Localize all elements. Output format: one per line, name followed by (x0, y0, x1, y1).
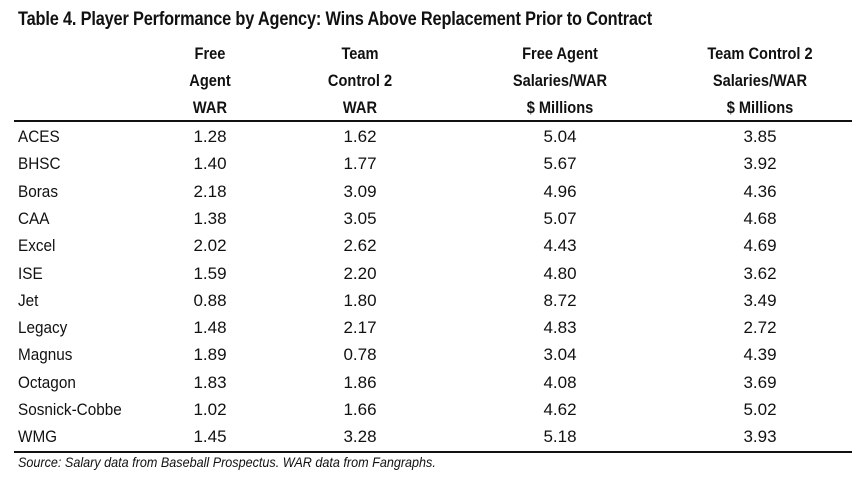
table-row: Boras 2.18 3.09 4.96 4.36 (0, 178, 862, 205)
agency-name: Octagon (18, 372, 76, 392)
value-cell: 3.69 (743, 372, 777, 392)
value-cell: 8.72 (543, 290, 577, 310)
value-cell: 2.62 (343, 236, 377, 256)
value-cell: 4.68 (743, 208, 777, 228)
value-cell: 1.28 (193, 127, 227, 146)
value-cell: 0.88 (193, 290, 227, 310)
value-cell: 2.02 (193, 236, 227, 256)
agency-name: BHSC (18, 154, 61, 174)
agency-name: Legacy (18, 318, 68, 338)
agency-name: CAA (18, 208, 50, 228)
table-row: Jet 0.88 1.80 8.72 3.49 (0, 287, 862, 314)
header-free-agent-war: Free Agent WAR (158, 40, 261, 121)
value-cell: 5.67 (543, 154, 577, 174)
value-cell: 4.80 (543, 263, 577, 283)
value-cell: 3.49 (743, 290, 777, 310)
value-cell: 1.45 (193, 427, 227, 447)
value-cell: 1.80 (343, 290, 377, 310)
header-line: Free (194, 44, 226, 63)
header-team-control-salaries: Team Control 2 Salaries/WAR $ Millions (691, 40, 829, 121)
value-cell: 1.89 (193, 345, 227, 365)
value-cell: 5.18 (543, 427, 577, 447)
header-free-agent-salaries: Free Agent Salaries/WAR $ Millions (491, 40, 629, 121)
value-cell: 3.93 (743, 427, 777, 447)
table-row: Octagon 1.83 1.86 4.08 3.69 (0, 369, 862, 396)
header-rule (14, 120, 852, 122)
value-cell: 5.02 (743, 400, 777, 419)
agency-name: WMG (18, 427, 58, 447)
value-cell: 1.48 (193, 318, 227, 338)
agency-name: ISE (18, 263, 43, 283)
value-cell: 4.43 (543, 236, 577, 256)
header-line: WAR (192, 98, 228, 117)
value-cell: 4.69 (743, 236, 777, 256)
value-cell: 3.04 (543, 345, 577, 365)
header-line: Free Agent (522, 44, 598, 63)
value-cell: 3.05 (343, 208, 377, 228)
agency-name: Boras (18, 181, 58, 201)
header-line: Agent (189, 71, 231, 90)
table-row: Legacy 1.48 2.17 4.83 2.72 (0, 314, 862, 341)
value-cell: 1.02 (193, 400, 227, 419)
value-cell: 1.77 (343, 154, 377, 174)
source-note: Source: Salary data from Baseball Prospe… (18, 454, 436, 470)
agency-name: Magnus (18, 345, 73, 365)
value-cell: 2.20 (343, 263, 377, 283)
value-cell: 2.72 (743, 318, 777, 338)
bottom-rule (14, 451, 852, 453)
table-row: ISE 1.59 2.20 4.80 3.62 (0, 260, 862, 287)
value-cell: 2.18 (193, 181, 227, 201)
agency-name: Sosnick-Cobbe (18, 400, 122, 419)
header-team-control-war: Team Control 2 WAR (308, 40, 411, 121)
value-cell: 4.96 (543, 181, 577, 201)
table-row: Sosnick-Cobbe 1.02 1.66 4.62 5.02 (0, 396, 862, 423)
value-cell: 5.07 (543, 208, 577, 228)
value-cell: 3.28 (343, 427, 377, 447)
table-row: CAA 1.38 3.05 5.07 4.68 (0, 205, 862, 232)
value-cell: 0.78 (343, 345, 377, 365)
agency-name: Excel (18, 236, 56, 256)
value-cell: 3.85 (743, 127, 777, 146)
value-cell: 1.38 (193, 208, 227, 228)
value-cell: 3.92 (743, 154, 777, 174)
value-cell: 1.62 (343, 127, 377, 146)
table-row: Magnus 1.89 0.78 3.04 4.39 (0, 341, 862, 368)
value-cell: 4.62 (543, 400, 577, 419)
value-cell: 5.04 (543, 127, 577, 146)
agency-name: Jet (18, 290, 39, 310)
value-cell: 1.40 (193, 154, 227, 174)
header-line: Salaries/WAR (712, 71, 808, 90)
value-cell: 4.83 (543, 318, 577, 338)
table-title: Table 4. Player Performance by Agency: W… (18, 9, 653, 30)
value-cell: 4.39 (743, 345, 777, 365)
header-line: Team (341, 44, 379, 63)
table-row: BHSC 1.40 1.77 5.67 3.92 (0, 150, 862, 177)
table-row: Excel 2.02 2.62 4.43 4.69 (0, 232, 862, 259)
value-cell: 1.66 (343, 400, 377, 419)
value-cell: 1.86 (343, 372, 377, 392)
header-line: WAR (342, 98, 378, 117)
value-cell: 3.09 (343, 181, 377, 201)
value-cell: 1.59 (193, 263, 227, 283)
value-cell: 4.36 (743, 181, 777, 201)
table-row: ACES 1.28 1.62 5.04 3.85 (0, 123, 862, 150)
agency-name: ACES (18, 127, 60, 146)
header-line: $ Millions (726, 98, 794, 117)
value-cell: 3.62 (743, 263, 777, 283)
header-line: Control 2 (327, 71, 393, 90)
value-cell: 2.17 (343, 318, 377, 338)
value-cell: 1.83 (193, 372, 227, 392)
header-line: Team Control 2 (707, 44, 813, 63)
header-line: $ Millions (526, 98, 594, 117)
table-row: WMG 1.45 3.28 5.18 3.93 (0, 423, 862, 450)
header-line: Salaries/WAR (512, 71, 608, 90)
value-cell: 4.08 (543, 372, 577, 392)
